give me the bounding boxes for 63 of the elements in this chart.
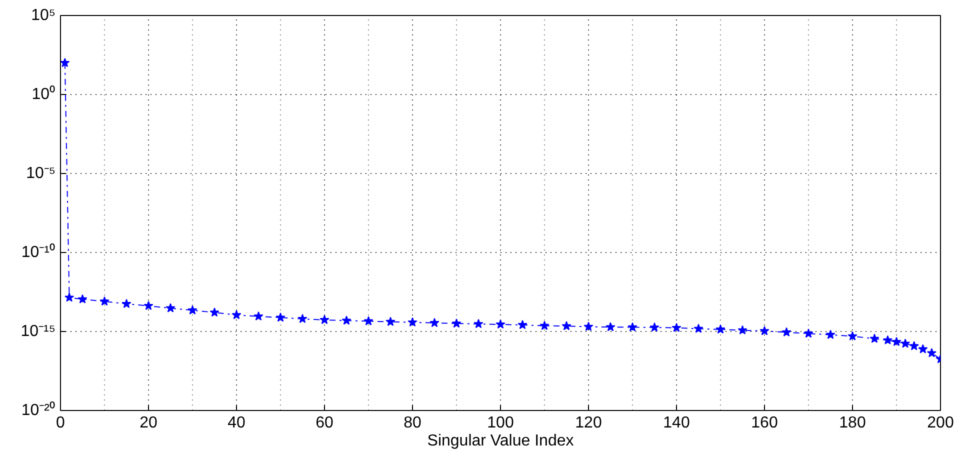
point [650, 322, 660, 332]
point [166, 303, 176, 312]
x-axis-title: Singular Value Index [427, 432, 574, 450]
point [882, 335, 892, 344]
x-tick-label: 200 [927, 414, 954, 432]
point [926, 348, 936, 358]
point [78, 294, 88, 304]
point [918, 344, 928, 354]
point [606, 322, 616, 332]
x-tick-label: 120 [575, 414, 602, 432]
x-tick-label: 40 [228, 414, 246, 432]
point [826, 330, 836, 339]
x-tick-label: 60 [316, 414, 334, 432]
point [909, 341, 919, 350]
point [342, 316, 352, 325]
point [386, 316, 396, 326]
x-tick-label: 80 [404, 414, 422, 432]
point [144, 300, 154, 310]
point [584, 322, 594, 331]
point [694, 324, 704, 333]
y-tick-label: 10⁻¹⁵ [20, 323, 56, 340]
x-tick-label: 100 [487, 414, 514, 432]
point [738, 325, 748, 334]
point [562, 321, 572, 330]
point [430, 318, 440, 328]
point [320, 314, 330, 324]
point [892, 336, 902, 346]
point [672, 322, 682, 332]
point [276, 312, 286, 322]
point [122, 298, 132, 308]
point [452, 318, 462, 328]
y-tick-label: 10⁻⁵ [26, 165, 56, 182]
point [870, 334, 880, 343]
point [232, 310, 242, 320]
point [60, 58, 70, 68]
y-tick-label: 10⁻²⁰ [21, 401, 56, 419]
point [64, 292, 74, 302]
point [496, 319, 506, 329]
point [100, 296, 110, 306]
point [848, 331, 858, 340]
x-tick-label: 160 [751, 414, 778, 432]
point [408, 317, 418, 326]
point [364, 316, 374, 326]
x-tick-label: 140 [663, 414, 690, 432]
x-tick-label: 0 [56, 414, 66, 432]
y-tick-label: 10⁻¹⁰ [21, 243, 56, 261]
point [804, 328, 814, 338]
point [540, 320, 550, 330]
point [900, 338, 910, 348]
point [760, 326, 770, 336]
y-tick-label: 10⁰ [32, 85, 56, 103]
x-tick-label: 180 [839, 414, 866, 432]
point [628, 322, 638, 332]
point [298, 314, 308, 324]
y-tick-label: 10⁵ [31, 7, 56, 24]
point [782, 327, 792, 336]
point [254, 311, 264, 320]
point [210, 307, 220, 317]
point [188, 305, 198, 314]
point [474, 318, 484, 328]
point [518, 320, 528, 330]
point [716, 324, 726, 334]
x-tick-label: 20 [140, 414, 158, 432]
